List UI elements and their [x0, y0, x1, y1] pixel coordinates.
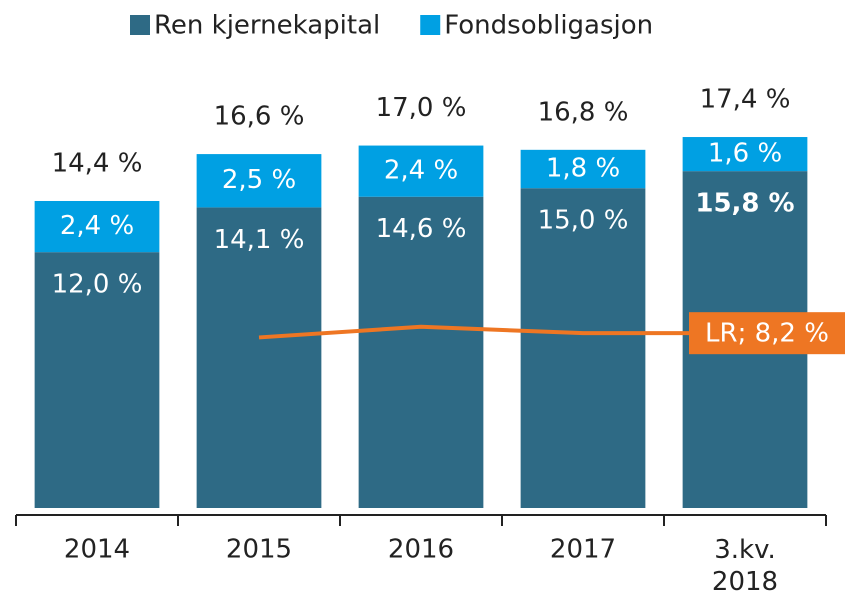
- total-label: 16,8 %: [538, 97, 629, 127]
- data-label: 14,6 %: [376, 214, 467, 244]
- data-label: 15,0 %: [538, 206, 629, 236]
- bar-segment: [34, 200, 160, 253]
- total-label: 17,0 %: [376, 93, 467, 123]
- total-label: 17,4 %: [700, 85, 791, 115]
- x-tick-label: 3.kv. 2018: [712, 535, 778, 593]
- data-label: 15,8 %: [695, 189, 794, 219]
- bar-segment: [682, 137, 808, 172]
- data-label: 14,1 %: [214, 225, 305, 255]
- x-tick-label: 2015: [226, 535, 292, 565]
- bar-segment: [196, 154, 322, 208]
- data-label: 2,5 %: [222, 165, 296, 195]
- bar-segment: [358, 145, 484, 197]
- data-label: 1,8 %: [546, 154, 620, 184]
- bar-segment: [358, 196, 484, 508]
- legend-swatch: [130, 15, 150, 35]
- legend-label: Ren kjernekapital: [154, 11, 380, 41]
- data-label: 12,0 %: [52, 270, 143, 300]
- bar-segment: [520, 188, 646, 508]
- lr-label-box: [689, 312, 845, 355]
- lr-line: [258, 324, 745, 340]
- total-label: 14,4 %: [52, 148, 143, 178]
- bar-segment: [196, 207, 322, 508]
- data-label: 2,4 %: [60, 211, 134, 241]
- bar-segment: [520, 149, 646, 189]
- lr-label: LR; 8,2 %: [705, 319, 829, 349]
- legend-swatch: [420, 15, 441, 35]
- data-label: 2,4 %: [384, 156, 458, 186]
- x-tick-label: 2016: [388, 535, 454, 565]
- x-tick-label: 2014: [64, 535, 130, 565]
- total-label: 16,6 %: [214, 102, 305, 132]
- bar-segment: [34, 252, 160, 508]
- legend-label: Fondsobligasjon: [444, 11, 653, 41]
- data-label: 1,6 %: [708, 139, 782, 169]
- x-tick-label: 2017: [550, 535, 616, 565]
